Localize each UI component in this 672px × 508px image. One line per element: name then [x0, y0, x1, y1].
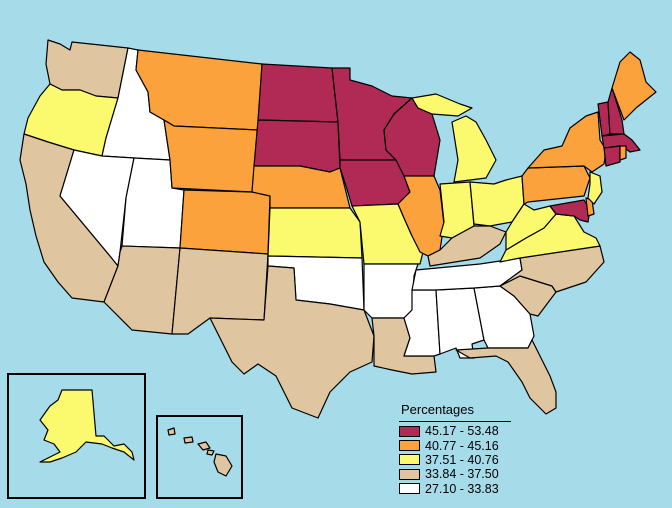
state-connecticut[interactable] [603, 145, 621, 167]
legend-label: 27.10 - 33.83 [425, 481, 499, 496]
state-arkansas[interactable] [363, 263, 419, 319]
legend-item: 27.10 - 33.83 [399, 482, 515, 496]
legend-item: 37.51 - 40.76 [399, 453, 515, 467]
state-south-dakota[interactable] [253, 119, 341, 173]
state-new-hampshire[interactable] [607, 87, 625, 135]
legend-swatch [399, 425, 420, 437]
legend-label: 45.17 - 53.48 [425, 424, 499, 439]
state-colorado[interactable] [179, 189, 271, 255]
legend-label: 37.51 - 40.76 [425, 452, 499, 467]
state-west-virginia[interactable] [505, 203, 557, 251]
state-hawaii[interactable] [167, 427, 233, 477]
state-michigan[interactable] [411, 93, 497, 183]
legend-label: 40.77 - 45.16 [425, 438, 499, 453]
state-maine[interactable] [611, 51, 657, 121]
state-alaska[interactable] [39, 389, 135, 463]
legend-swatch [399, 483, 420, 495]
state-florida[interactable] [455, 339, 557, 415]
state-new-jersey[interactable] [587, 171, 603, 205]
legend-swatch [399, 468, 420, 480]
state-rhode-island[interactable] [619, 145, 627, 161]
state-kentucky[interactable] [427, 225, 507, 267]
legend: Percentages 45.17 - 53.48 40.77 - 45.16 … [399, 402, 515, 496]
state-north-dakota[interactable] [257, 63, 339, 123]
legend-swatch [399, 440, 420, 452]
state-pennsylvania[interactable] [521, 165, 591, 205]
legend-item: 40.77 - 45.16 [399, 438, 515, 453]
legend-item: 45.17 - 53.48 [399, 424, 515, 438]
legend-title: Percentages [401, 402, 474, 417]
legend-divider [399, 421, 511, 422]
state-wyoming[interactable] [163, 119, 259, 193]
legend-swatch [399, 454, 420, 466]
state-kansas[interactable] [267, 207, 363, 259]
hawaii-inset-frame [156, 415, 243, 499]
state-texas[interactable] [209, 265, 375, 419]
state-new-york[interactable] [527, 111, 607, 173]
legend-label: 33.84 - 37.50 [425, 467, 499, 482]
legend-item: 33.84 - 37.50 [399, 467, 515, 481]
state-illinois[interactable] [397, 175, 445, 257]
state-maryland[interactable] [549, 199, 591, 223]
